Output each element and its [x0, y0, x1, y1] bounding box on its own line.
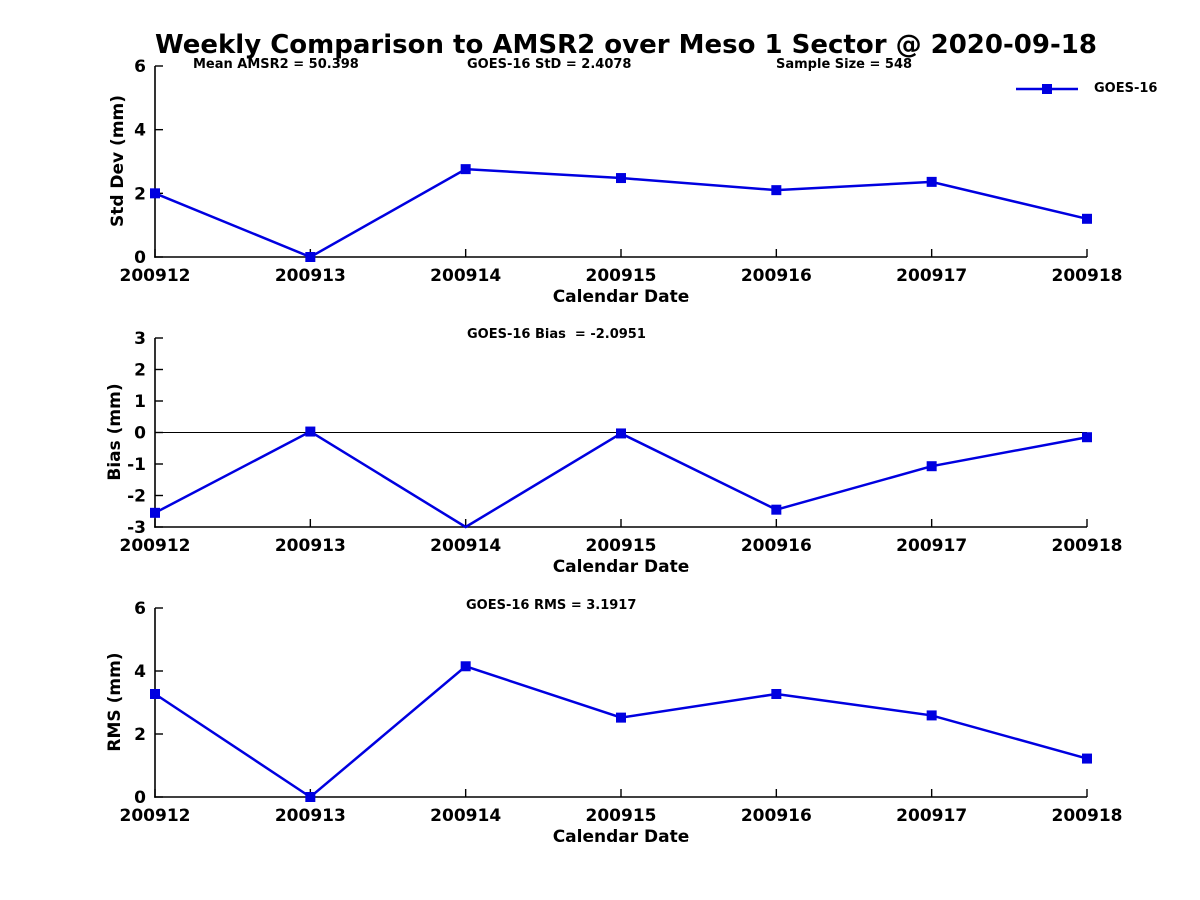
- data-point-marker: [926, 461, 937, 472]
- x-tick-label: 200918: [1052, 266, 1123, 286]
- annotation-goes16-std: GOES-16 StD = 2.4078: [467, 57, 632, 72]
- y-tick-label: -1: [127, 455, 146, 475]
- y-tick-label: 1: [134, 392, 146, 412]
- x-tick-label: 200915: [586, 266, 657, 286]
- data-point-marker: [150, 188, 160, 199]
- data-point-marker: [460, 661, 471, 672]
- y-tick-label: 6: [134, 599, 146, 619]
- y-tick-label: 3: [134, 329, 146, 349]
- x-tick-label: 200918: [1052, 806, 1123, 826]
- ylabel-rms: RMS (mm): [105, 652, 125, 752]
- x-tick-label: 200916: [741, 806, 812, 826]
- ylabel-bias: Bias (mm): [105, 383, 125, 481]
- x-tick-label: 200918: [1052, 536, 1123, 556]
- x-tick-label: 200916: [741, 536, 812, 556]
- data-point-marker: [150, 688, 160, 699]
- legend-line-sample: [1016, 84, 1078, 94]
- y-tick-label: 2: [134, 725, 146, 745]
- xlabel-calendar-date-2: Calendar Date: [552, 557, 690, 577]
- legend-label: GOES-16: [1094, 81, 1158, 96]
- x-tick-label: 200917: [896, 806, 967, 826]
- x-tick-label: 200912: [120, 266, 191, 286]
- data-point-marker: [616, 712, 626, 723]
- x-tick-label: 200914: [430, 536, 501, 556]
- y-tick-label: 6: [134, 57, 146, 77]
- goes16-series-line: [154, 430, 1088, 529]
- xlabel-calendar-date-1: Calendar Date: [552, 287, 690, 307]
- x-tick-label: 200914: [430, 266, 501, 286]
- data-point-marker: [771, 688, 782, 699]
- annotation-sample-size: Sample Size = 548: [776, 57, 913, 72]
- data-point-marker: [1082, 753, 1092, 764]
- y-tick-label: 2: [134, 184, 146, 204]
- x-tick-label: 200915: [586, 536, 657, 556]
- x-tick-label: 200913: [275, 806, 346, 826]
- y-tick-label: 2: [134, 361, 146, 381]
- data-point-marker: [616, 428, 626, 439]
- data-point-marker: [771, 185, 782, 196]
- data-point-marker: [926, 176, 937, 187]
- y-tick-label: 4: [134, 662, 146, 682]
- y-tick-label: 0: [134, 248, 146, 268]
- goes16-series-line: [154, 664, 1088, 799]
- x-tick-label: 200915: [586, 806, 657, 826]
- x-tick-label: 200913: [275, 536, 346, 556]
- y-tick-label: 0: [134, 788, 146, 808]
- data-point-marker: [616, 173, 626, 184]
- x-tick-label: 200917: [896, 266, 967, 286]
- legend: GOES-16: [1014, 81, 1157, 97]
- figure-title: Weekly Comparison to AMSR2 over Meso 1 S…: [155, 30, 1097, 60]
- data-point-marker: [305, 252, 316, 262]
- data-point-marker: [460, 164, 471, 175]
- y-tick-label: -3: [127, 518, 146, 538]
- x-tick-label: 200916: [741, 266, 812, 286]
- data-point-marker: [305, 426, 316, 437]
- data-point-marker: [305, 792, 316, 802]
- x-tick-label: 200912: [120, 536, 191, 556]
- data-point-marker: [771, 504, 782, 515]
- data-point-marker: [1082, 213, 1092, 224]
- data-point-marker: [926, 710, 937, 721]
- annotation-goes16-bias: GOES-16 Bias = -2.0951: [467, 327, 646, 342]
- data-point-marker: [1082, 432, 1092, 443]
- y-tick-label: 4: [134, 121, 146, 141]
- ylabel-std-dev: Std Dev (mm): [108, 94, 128, 228]
- annotation-goes16-rms: GOES-16 RMS = 3.1917: [466, 598, 637, 613]
- annotation-mean-amsr2: Mean AMSR2 = 50.398: [193, 57, 359, 72]
- y-tick-label: 0: [134, 424, 146, 444]
- x-tick-label: 200913: [275, 266, 346, 286]
- y-tick-label: -2: [127, 487, 146, 507]
- x-tick-label: 200912: [120, 806, 191, 826]
- xlabel-calendar-date-3: Calendar Date: [552, 827, 690, 847]
- x-tick-label: 200917: [896, 536, 967, 556]
- data-point-marker: [150, 507, 160, 518]
- x-tick-label: 200914: [430, 806, 501, 826]
